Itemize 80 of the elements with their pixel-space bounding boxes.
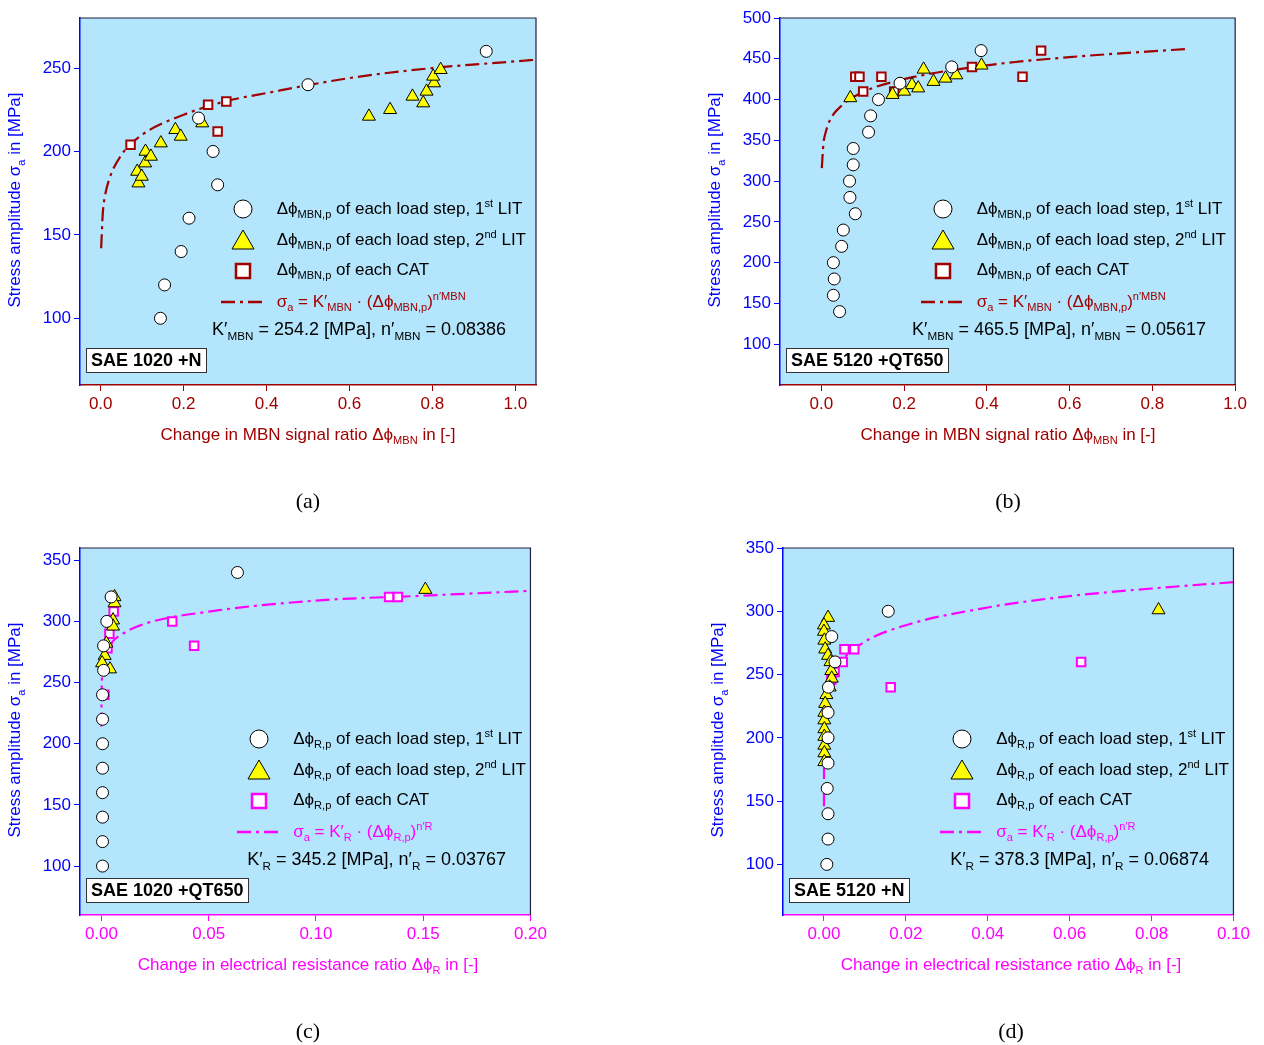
y-tick-label: 350 — [745, 537, 774, 557]
y-tick-label: 200 — [42, 733, 71, 753]
text: (c) — [294, 1018, 322, 1044]
y-tick-label: 150 — [42, 224, 71, 244]
x-tick-label: 0.10 — [1216, 923, 1250, 943]
annotation: SAE 5120 +QT650 — [786, 348, 949, 373]
x-tick-label: 0.06 — [1053, 923, 1087, 943]
x-tick-label: 0.00 — [84, 923, 118, 943]
annotation: SAE 5120 +N — [789, 878, 910, 903]
x-tick-label: 0.4 — [975, 393, 999, 413]
x-tick-label: 0.8 — [420, 393, 445, 413]
y-tick-label: 250 — [42, 57, 71, 77]
y-tick-label: 100 — [742, 333, 771, 353]
x-tick-label: 0.10 — [299, 923, 333, 943]
y-tick-label: 500 — [742, 7, 771, 27]
x-tick-label: 0.05 — [192, 923, 226, 943]
x-tick-label: 0.4 — [254, 393, 279, 413]
y-tick-label: 100 — [745, 854, 774, 874]
legend-label: σ$_{a}$ = K′$_{R}$ · (Δϕ$_{R,p}$)$^{n′R}$ — [996, 819, 1136, 844]
x-axis-title: Change in MBN signal ratio Δϕ$_{MBN}$ in [-] — [159, 425, 457, 447]
x-tick-label: 0.04 — [971, 923, 1005, 943]
legend-label: Δϕ$_{R,p}$ of each load step, 1$^{st}$ LIT — [293, 726, 523, 751]
y-tick-label: 100 — [42, 307, 71, 327]
legend-label: Δϕ$_{MBN,p}$ of each load step, 2$^{nd}$ LIT — [976, 227, 1226, 252]
y-tick-label: 450 — [742, 48, 771, 68]
annotation: K′$_{MBN}$ = 254.2 [MPa], n′$_{MBN}$ = 0.08386 — [212, 319, 506, 342]
x-tick-label: 0.2 — [892, 393, 916, 413]
x-tick-label: 0.08 — [1135, 923, 1169, 943]
legend-label: σ$_{a}$ = K′$_{MBN}$ · (Δϕ$_{MBN,p}$)$^{n′MBN}$ — [276, 289, 466, 314]
y-tick-label: 350 — [42, 549, 71, 569]
text: (b) — [994, 488, 1022, 514]
annotation: K′$_{R}$ = 378.3 [MPa], n′$_{R}$ = 0.06874 — [950, 849, 1209, 872]
y-tick-label: 250 — [742, 211, 771, 231]
x-tick-label: 0.0 — [809, 393, 834, 413]
y-tick-label: 300 — [745, 600, 774, 620]
x-tick-label: 0.20 — [513, 923, 547, 943]
x-tick-label: 0.2 — [171, 393, 196, 413]
text: (d) — [997, 1018, 1025, 1044]
annotation: SAE 1020 +N — [86, 348, 207, 373]
legend-label: Δϕ$_{R,p}$ of each load step, 2$^{nd}$ LIT — [293, 757, 526, 782]
legend-label: Δϕ$_{MBN,p}$ of each load step, 1$^{st}$ LIT — [276, 196, 523, 221]
legend-label: Δϕ$_{R,p}$ of each load step, 1$^{st}$ LIT — [996, 726, 1226, 751]
x-tick-label: 0.6 — [1057, 393, 1082, 413]
x-tick-label: 0.00 — [807, 923, 841, 943]
legend-label: Δϕ$_{R,p}$ of each CAT — [996, 789, 1133, 812]
x-tick-label: 0.8 — [1140, 393, 1165, 413]
legend-label: Δϕ$_{MBN,p}$ of each CAT — [276, 259, 430, 282]
legend-label: Δϕ$_{MBN,p}$ of each CAT — [976, 259, 1130, 282]
legend-label: σ$_{a}$ = K′$_{MBN}$ · (Δϕ$_{MBN,p}$)$^{n′MBN}$ — [976, 289, 1166, 314]
text: (a) — [294, 488, 322, 514]
x-tick-label: 0.6 — [337, 393, 362, 413]
y-tick-label: 250 — [745, 664, 774, 684]
y-tick-label: 150 — [742, 293, 771, 313]
y-tick-label: 300 — [42, 611, 71, 631]
y-tick-label: 350 — [742, 130, 771, 150]
legend-label: Δϕ$_{R,p}$ of each CAT — [293, 789, 430, 812]
x-axis-title: Change in electrical resistance ratio Δϕ$_{R}$ in [-] — [136, 955, 480, 977]
y-tick-label: 300 — [742, 170, 771, 190]
y-tick-label: 150 — [42, 794, 71, 814]
x-axis-title: Change in MBN signal ratio Δϕ$_{MBN}$ in [-] — [859, 425, 1157, 447]
y-tick-label: 150 — [745, 790, 774, 810]
x-tick-label: 1.0 — [1223, 393, 1247, 413]
y-tick-label: 200 — [742, 252, 771, 272]
legend-label: Δϕ$_{MBN,p}$ of each load step, 1$^{st}$ LIT — [976, 196, 1223, 221]
y-tick-label: 200 — [745, 727, 774, 747]
annotation: SAE 1020 +QT650 — [86, 878, 249, 903]
annotation: K′$_{MBN}$ = 465.5 [MPa], n′$_{MBN}$ = 0.05617 — [912, 319, 1206, 342]
legend-label: Δϕ$_{R,p}$ of each load step, 2$^{nd}$ LIT — [996, 757, 1229, 782]
x-tick-label: 0.0 — [88, 393, 113, 413]
x-tick-label: 0.02 — [889, 923, 923, 943]
legend-label: Δϕ$_{MBN,p}$ of each load step, 2$^{nd}$ LIT — [276, 227, 526, 252]
x-axis-title: Change in electrical resistance ratio Δϕ$_{R}$ in [-] — [839, 955, 1183, 977]
y-tick-label: 200 — [42, 141, 71, 161]
y-tick-label: 400 — [742, 89, 771, 109]
x-tick-label: 1.0 — [503, 393, 528, 413]
y-tick-label: 250 — [42, 672, 71, 692]
y-tick-label: 100 — [42, 855, 71, 875]
legend-label: σ$_{a}$ = K′$_{R}$ · (Δϕ$_{R,p}$)$^{n′R}$ — [293, 819, 433, 844]
annotation: K′$_{R}$ = 345.2 [MPa], n′$_{R}$ = 0.03767 — [247, 849, 506, 872]
x-tick-label: 0.15 — [406, 923, 440, 943]
